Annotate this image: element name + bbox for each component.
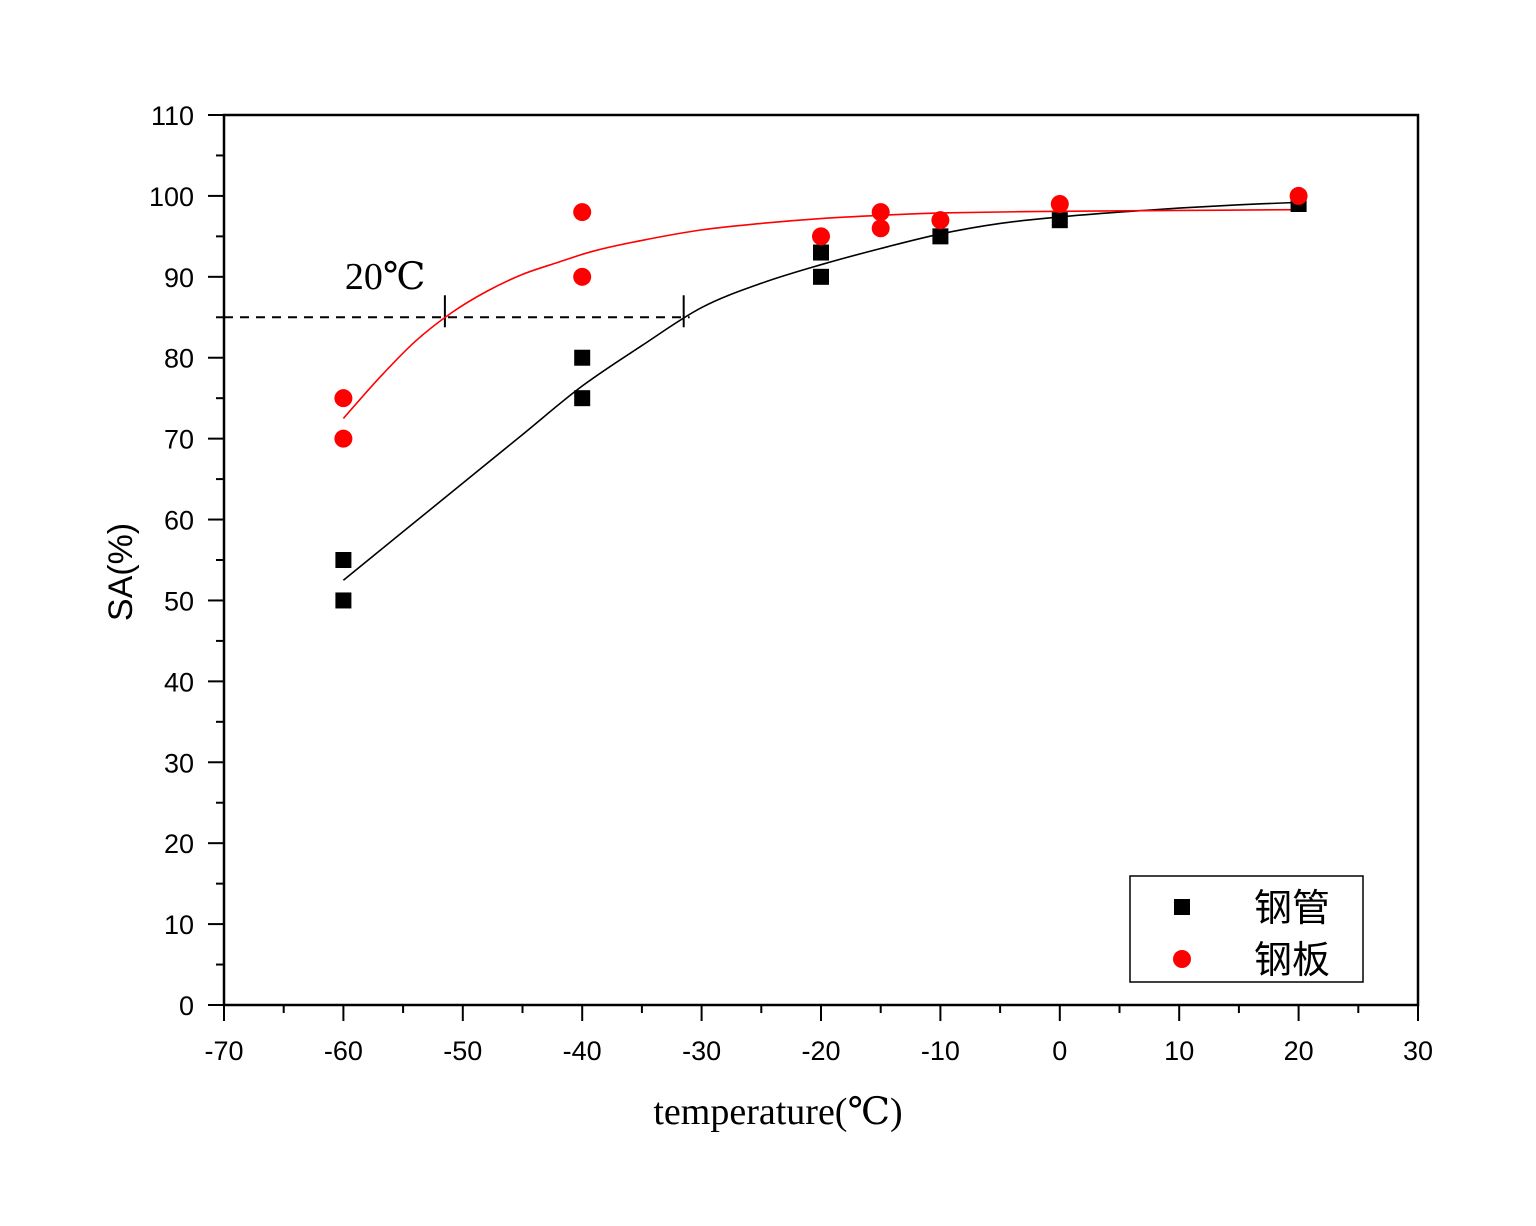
data-point-series-0 [932,228,949,245]
y-tick-label: 40 [164,667,194,697]
data-point-series-1 [871,219,890,238]
legend-box [1129,875,1364,983]
data-point-series-1 [334,429,353,448]
data-point-series-0 [813,268,829,285]
y-tick-label: 100 [149,182,194,212]
data-point-series-0 [1051,212,1068,229]
x-tick-label: -20 [801,1036,840,1066]
x-tick-label: -50 [443,1036,482,1066]
y-tick-label: 20 [164,829,194,859]
y-tick-label: 10 [164,910,194,940]
data-point-series-1 [573,203,592,222]
data-point-series-0 [335,592,352,609]
x-axis-title: temperature(℃) [653,1091,902,1133]
legend-label: 钢管 [1254,886,1330,930]
data-point-series-1 [871,203,890,222]
y-tick-label: 50 [164,586,194,616]
data-point-series-0 [813,244,829,261]
y-tick-label: 30 [164,748,194,778]
x-tick-label: 20 [1284,1036,1314,1066]
x-tick-label: -70 [204,1036,243,1066]
y-tick-label: 0 [179,991,194,1021]
x-tick-label: 0 [1052,1036,1067,1066]
data-point-series-1 [334,389,353,408]
x-tick-label: -10 [921,1036,960,1066]
data-point-series-1 [1050,195,1069,213]
y-tick-label: 60 [164,506,194,536]
x-tick-label: -40 [563,1036,602,1066]
legend-label: 钢板 [1254,938,1330,982]
data-point-series-1 [1289,186,1308,205]
x-tick-label: -30 [682,1036,721,1066]
data-point-series-1 [931,211,950,230]
annotation-text: 20℃ [345,256,426,298]
y-tick-label: 80 [164,344,194,374]
data-point-series-0 [335,552,352,568]
y-axis-title: SA(%) [102,523,140,621]
y-tick-label: 70 [164,425,194,455]
legend-marker-square [1174,899,1190,915]
y-tick-label: 110 [151,101,194,131]
data-point-series-0 [574,390,591,407]
y-tick-label: 90 [164,263,194,293]
data-point-series-1 [812,227,830,246]
data-point-series-1 [573,267,592,286]
data-point-series-0 [574,349,591,366]
x-tick-label: 30 [1403,1036,1433,1066]
fit-curve-series-1 [342,208,1299,419]
x-tick-label: -60 [324,1036,363,1066]
x-tick-label: 10 [1164,1036,1194,1066]
legend-marker-circle [1173,950,1191,968]
